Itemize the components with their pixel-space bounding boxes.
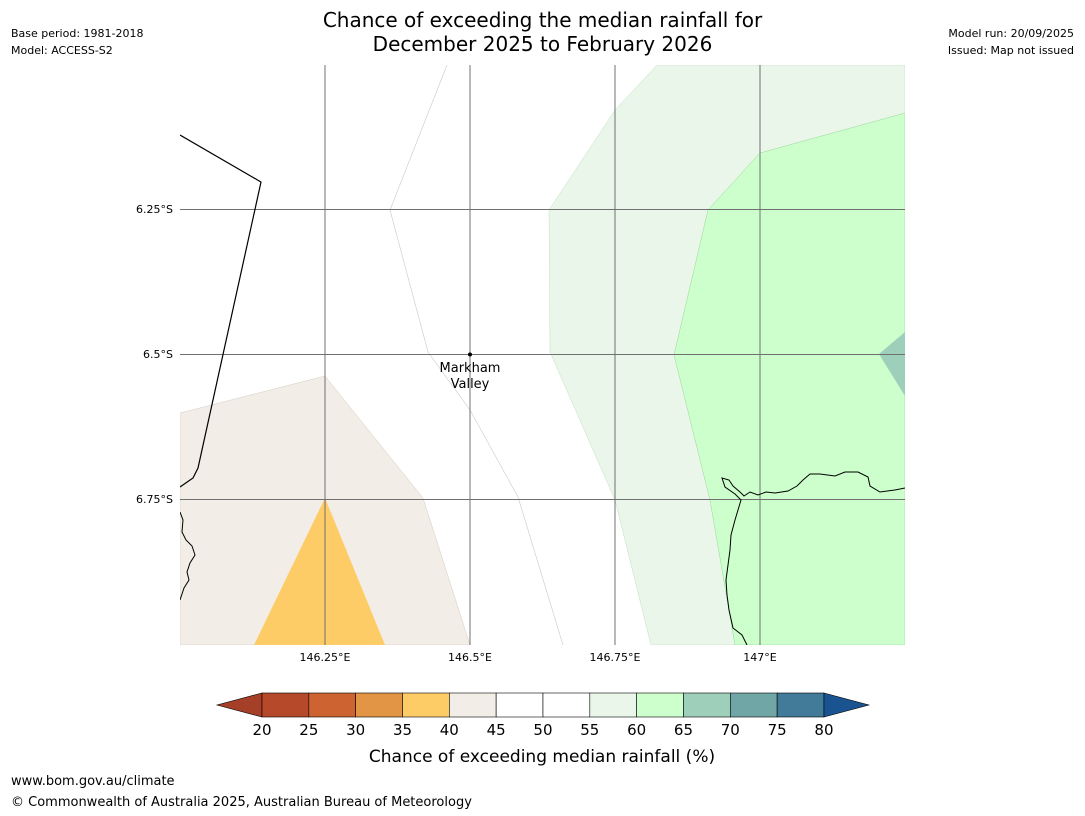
zone-65-70 [879, 332, 905, 396]
map-area [180, 65, 905, 645]
colorbar-label: Chance of exceeding median rainfall (%) [369, 747, 715, 767]
coastline-east [721, 471, 905, 645]
zone-60-65 [673, 112, 905, 645]
lat-label-625: 6.25°S [136, 203, 173, 216]
colorbar-segment [589, 692, 637, 718]
zone-35-40 [254, 498, 385, 645]
map-title: Chance of exceeding the median rainfall … [0, 8, 1085, 56]
footer-url: www.bom.gov.au/climate [11, 774, 175, 789]
issued-text: Issued: Map not issued [947, 44, 1074, 57]
colorbar-tick-label: 40 [440, 721, 459, 739]
lon-label-1465: 146.5°E [448, 651, 492, 664]
place-label-line-1: Markham [440, 361, 501, 376]
colorbar-segment [261, 692, 310, 718]
lon-label-14675: 146.75°E [590, 651, 641, 664]
title-line-1: Chance of exceeding the median rainfall … [322, 8, 763, 32]
colorbar-segment [636, 692, 684, 718]
colorbar-tick-label: 80 [814, 721, 833, 739]
colorbar-tick-label: 25 [299, 721, 318, 739]
colorbar-tick-label: 65 [674, 721, 693, 739]
markham-valley-marker [468, 352, 472, 357]
colorbar-segment [542, 692, 591, 718]
lon-label-14625: 146.25°E [300, 651, 351, 664]
colorbar-tick-label: 60 [627, 721, 646, 739]
colorbar-tick-label: 55 [580, 721, 599, 739]
colorbar: 20 25 30 35 40 45 50 55 60 65 70 75 80 [215, 692, 871, 739]
colorbar-segment [355, 692, 403, 718]
colorbar-segment [308, 692, 356, 718]
colorbar-extend-high [823, 692, 871, 718]
lon-label-147: 147°E [743, 651, 776, 664]
colorbar-tick-label: 30 [346, 721, 365, 739]
meta-right: Model run: 20/09/2025 Issued: Map not is… [948, 25, 1074, 59]
lat-label-675: 6.75°S [136, 493, 173, 506]
lat-label-650: 6.5°S [143, 348, 173, 361]
colorbar-segment [495, 692, 544, 718]
colorbar-segment [402, 692, 450, 718]
colorbar-segment [683, 692, 731, 718]
coastline-west [180, 511, 196, 601]
meta-left: Base period: 1981-2018 Model: ACCESS-S2 [11, 25, 143, 59]
contour-50 [389, 65, 564, 645]
model-text: Model: ACCESS-S2 [11, 44, 113, 57]
colorbar-tick-label: 35 [393, 721, 412, 739]
colorbar-tick-label: 50 [533, 721, 552, 739]
model-run-text: Model run: 20/09/2025 [948, 27, 1074, 40]
colorbar-tick-label: 20 [252, 721, 271, 739]
place-label-line-2: Valley [451, 377, 490, 392]
colorbar-segment [729, 692, 778, 718]
footer-copyright: © Commonwealth of Australia 2025, Austra… [11, 795, 472, 810]
title-line-2: December 2025 to February 2026 [372, 32, 713, 56]
colorbar-tick-label: 70 [721, 721, 740, 739]
base-period-text: Base period: 1981-2018 [11, 27, 144, 40]
colorbar-segment [449, 692, 497, 718]
colorbar-tick-label: 45 [487, 721, 506, 739]
colorbar-extend-low [215, 692, 263, 718]
colorbar-tick-label: 75 [768, 721, 787, 739]
colorbar-segment [776, 692, 825, 718]
border-line [180, 134, 262, 488]
